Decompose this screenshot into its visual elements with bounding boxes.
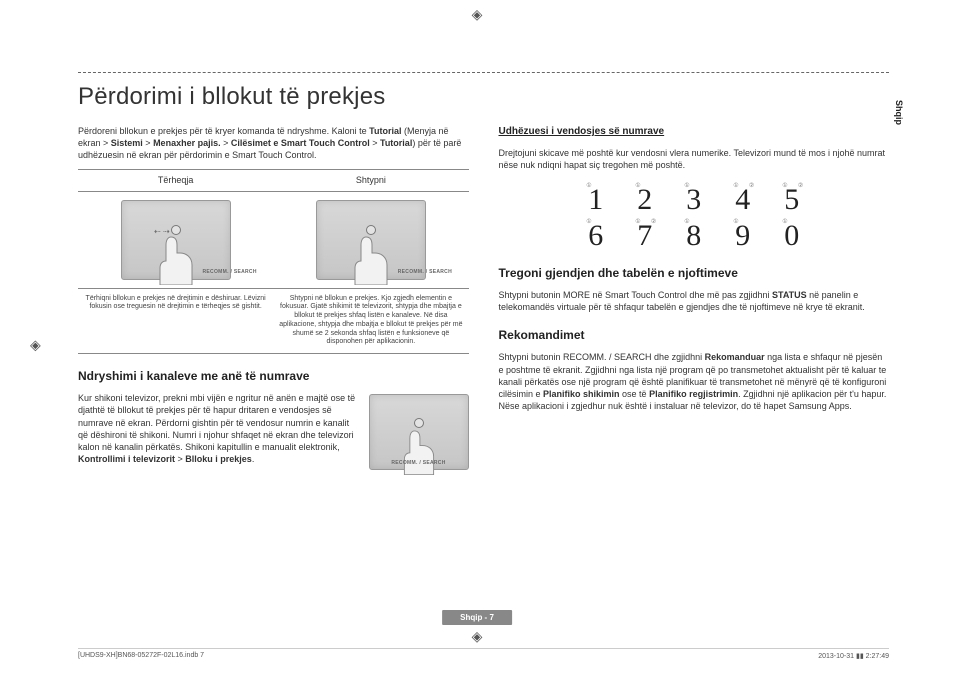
page-number-badge: Shqip - 7	[442, 610, 512, 625]
subheading-number-guide: Udhëzuesi i vendosjes së numrave	[499, 125, 890, 139]
gesture-table: Tërheqja Shtypni ⇠ ⇢ RECOMM. / SEARCH	[78, 169, 469, 354]
touchpad-label: RECOMM. / SEARCH	[370, 460, 468, 467]
page-content: Përdorimi i bllokut të prekjes Përdoreni…	[78, 65, 889, 610]
digit-stroke-diagram: ①1 ①2 ①3 ①②4 ①②5 ①6 ①②7 ①8 ①9 ①0	[499, 185, 890, 251]
right-column: Udhëzuesi i vendosjes së numrave Drejtoj…	[499, 125, 890, 474]
touchpad-label: RECOMM. / SEARCH	[371, 269, 479, 275]
digit-6: ①6	[588, 221, 603, 251]
digit-7: ①②7	[637, 221, 652, 251]
crop-mark-top: ◈	[472, 6, 483, 23]
digit-3: ①3	[686, 185, 701, 215]
gesture-image-press: RECOMM. / SEARCH	[273, 191, 468, 288]
thumb-icon	[153, 233, 199, 285]
recommendations-paragraph: Shtypni butonin RECOMM. / SEARCH dhe zgj…	[499, 351, 890, 412]
gesture-image-drag: ⇠ ⇢ RECOMM. / SEARCH	[78, 191, 273, 288]
digit-1: ①1	[588, 185, 603, 215]
intro-paragraph: Përdoreni bllokun e prekjes për të kryer…	[78, 125, 469, 161]
crop-mark-bottom: ◈	[472, 628, 483, 645]
digit-2: ①2	[637, 185, 652, 215]
number-guide-paragraph: Drejtojuni skicave më poshtë kur vendosn…	[499, 147, 890, 171]
section-heading-channels: Ndryshimi i kanaleve me anë të numrave	[78, 368, 469, 384]
digit-5: ①②5	[784, 185, 799, 215]
footer-file-path: [UHDS9-XH]BN68-05272F-02L16.indb 7	[78, 652, 204, 660]
status-paragraph: Shtypni butonin MORE në Smart Touch Cont…	[499, 289, 890, 313]
gesture-header-drag: Tërheqja	[78, 170, 273, 191]
left-column: Përdoreni bllokun e prekjes për të kryer…	[78, 125, 469, 474]
gesture-caption-press: Shtypni në bllokun e prekjes. Kjo zgjedh…	[273, 288, 468, 354]
touchpad-illustration: RECOMM. / SEARCH	[316, 200, 426, 280]
crop-mark-left: ◈	[30, 337, 41, 354]
inline-touchpad-figure: RECOMM. / SEARCH	[369, 394, 469, 470]
touchpad-label: RECOMM. / SEARCH	[176, 269, 284, 275]
thumb-icon	[398, 427, 440, 475]
gesture-caption-drag: Tërhiqni bllokun e prekjes në drejtimin …	[78, 288, 273, 354]
thumb-icon	[348, 233, 394, 285]
digit-8: ①8	[686, 221, 701, 251]
digit-4: ①②4	[735, 185, 750, 215]
digit-0: ①0	[784, 221, 799, 251]
footer-timestamp: 2013-10-31 ▮▮ 2:27:49	[818, 652, 889, 660]
touchpad-illustration: ⇠ ⇢ RECOMM. / SEARCH	[121, 200, 231, 280]
print-footer: [UHDS9-XH]BN68-05272F-02L16.indb 7 2013-…	[78, 648, 889, 660]
gesture-header-press: Shtypni	[273, 170, 468, 191]
section-heading-recommendations: Rekomandimet	[499, 327, 890, 343]
side-language-tab: Shqip	[894, 100, 904, 125]
digit-9: ①9	[735, 221, 750, 251]
page-title: Përdorimi i bllokut të prekjes	[78, 83, 889, 111]
section-heading-status: Tregoni gjendjen dhe tabelën e njoftimev…	[499, 265, 890, 281]
